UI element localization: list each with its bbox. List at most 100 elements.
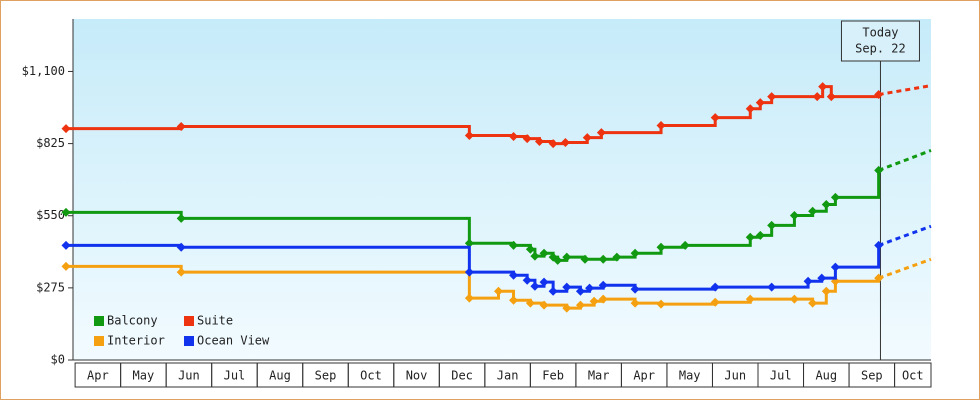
point bbox=[509, 270, 519, 280]
x-tick-label: Aug bbox=[815, 369, 837, 383]
y-tick-label: $275 bbox=[36, 280, 65, 294]
point bbox=[874, 273, 884, 283]
point bbox=[575, 286, 585, 296]
point bbox=[539, 277, 549, 287]
point bbox=[803, 276, 813, 286]
point bbox=[464, 293, 474, 303]
x-tick-label: Oct bbox=[360, 369, 382, 383]
point bbox=[464, 267, 474, 277]
point bbox=[874, 165, 884, 175]
point bbox=[562, 252, 572, 262]
point bbox=[530, 251, 540, 261]
point bbox=[548, 286, 558, 296]
point bbox=[539, 248, 549, 258]
plot-background bbox=[73, 19, 931, 360]
point bbox=[789, 210, 799, 220]
x-tick-label: Apr bbox=[87, 369, 109, 383]
point bbox=[656, 120, 666, 130]
y-tick-label: $0 bbox=[51, 353, 65, 367]
x-tick-label: Sep bbox=[861, 369, 883, 383]
point bbox=[585, 283, 595, 293]
point bbox=[745, 294, 755, 304]
point bbox=[464, 130, 474, 140]
point bbox=[494, 286, 503, 296]
point bbox=[580, 254, 590, 264]
point bbox=[745, 104, 755, 114]
legend-label: Balcony bbox=[107, 314, 158, 328]
x-tick-label: Dec bbox=[451, 369, 473, 383]
point bbox=[562, 303, 572, 313]
point bbox=[817, 273, 827, 283]
point bbox=[874, 240, 884, 250]
point bbox=[680, 240, 690, 250]
x-tick-label: Mar bbox=[588, 369, 610, 383]
x-tick-label: Jul bbox=[224, 369, 246, 383]
point bbox=[808, 298, 818, 308]
point bbox=[745, 232, 755, 242]
forecast-line bbox=[878, 224, 932, 247]
point bbox=[612, 252, 622, 262]
point bbox=[656, 299, 666, 309]
legend-swatch bbox=[94, 316, 104, 326]
legend-swatch bbox=[94, 336, 104, 346]
legend-swatch bbox=[184, 316, 194, 326]
y-tick-label: $1,100 bbox=[22, 64, 65, 78]
y-tick-label: $825 bbox=[36, 136, 65, 150]
point bbox=[656, 242, 666, 252]
point bbox=[61, 261, 71, 271]
x-tick-label: May bbox=[679, 369, 701, 383]
x-tick-label: Jun bbox=[178, 369, 200, 383]
forecast-line bbox=[878, 257, 932, 280]
point bbox=[562, 282, 572, 292]
point bbox=[61, 207, 71, 217]
x-tick-label: Apr bbox=[633, 369, 655, 383]
point bbox=[176, 213, 186, 223]
point bbox=[525, 244, 535, 254]
x-tick-label: Jan bbox=[497, 369, 519, 383]
x-tick-label: May bbox=[133, 369, 155, 383]
x-tick-label: Sep bbox=[315, 369, 337, 383]
point bbox=[874, 90, 884, 100]
legend-label: Interior bbox=[107, 334, 165, 348]
point bbox=[821, 286, 831, 296]
point bbox=[596, 128, 606, 138]
point bbox=[522, 134, 532, 144]
point bbox=[575, 300, 585, 310]
point bbox=[767, 92, 777, 102]
point bbox=[808, 206, 818, 216]
point bbox=[821, 199, 831, 209]
point bbox=[530, 281, 540, 291]
point bbox=[534, 136, 544, 146]
point bbox=[826, 92, 836, 102]
point bbox=[509, 240, 519, 250]
point bbox=[176, 242, 186, 252]
legend-swatch bbox=[184, 336, 194, 346]
point bbox=[812, 92, 822, 102]
point bbox=[830, 192, 840, 202]
point bbox=[630, 284, 640, 294]
point bbox=[755, 98, 765, 108]
x-tick-label: Aug bbox=[269, 369, 291, 383]
point bbox=[767, 282, 777, 292]
legend-label: Ocean View bbox=[197, 334, 270, 348]
point bbox=[767, 220, 777, 230]
point bbox=[589, 296, 599, 306]
today-label: Sep. 22 bbox=[855, 42, 906, 56]
legend-label: Suite bbox=[197, 314, 233, 328]
point bbox=[789, 294, 799, 304]
x-tick-label: Nov bbox=[406, 369, 428, 383]
point bbox=[630, 298, 640, 308]
point bbox=[755, 230, 765, 240]
x-tick-box bbox=[894, 362, 932, 388]
point bbox=[548, 139, 558, 149]
point bbox=[61, 124, 71, 134]
x-tick-label: Feb bbox=[542, 369, 564, 383]
point bbox=[61, 240, 71, 250]
point bbox=[630, 248, 640, 258]
x-tick-label: Jul bbox=[770, 369, 792, 383]
point bbox=[710, 297, 720, 307]
point bbox=[598, 294, 608, 304]
y-tick-label: $550 bbox=[36, 208, 65, 222]
